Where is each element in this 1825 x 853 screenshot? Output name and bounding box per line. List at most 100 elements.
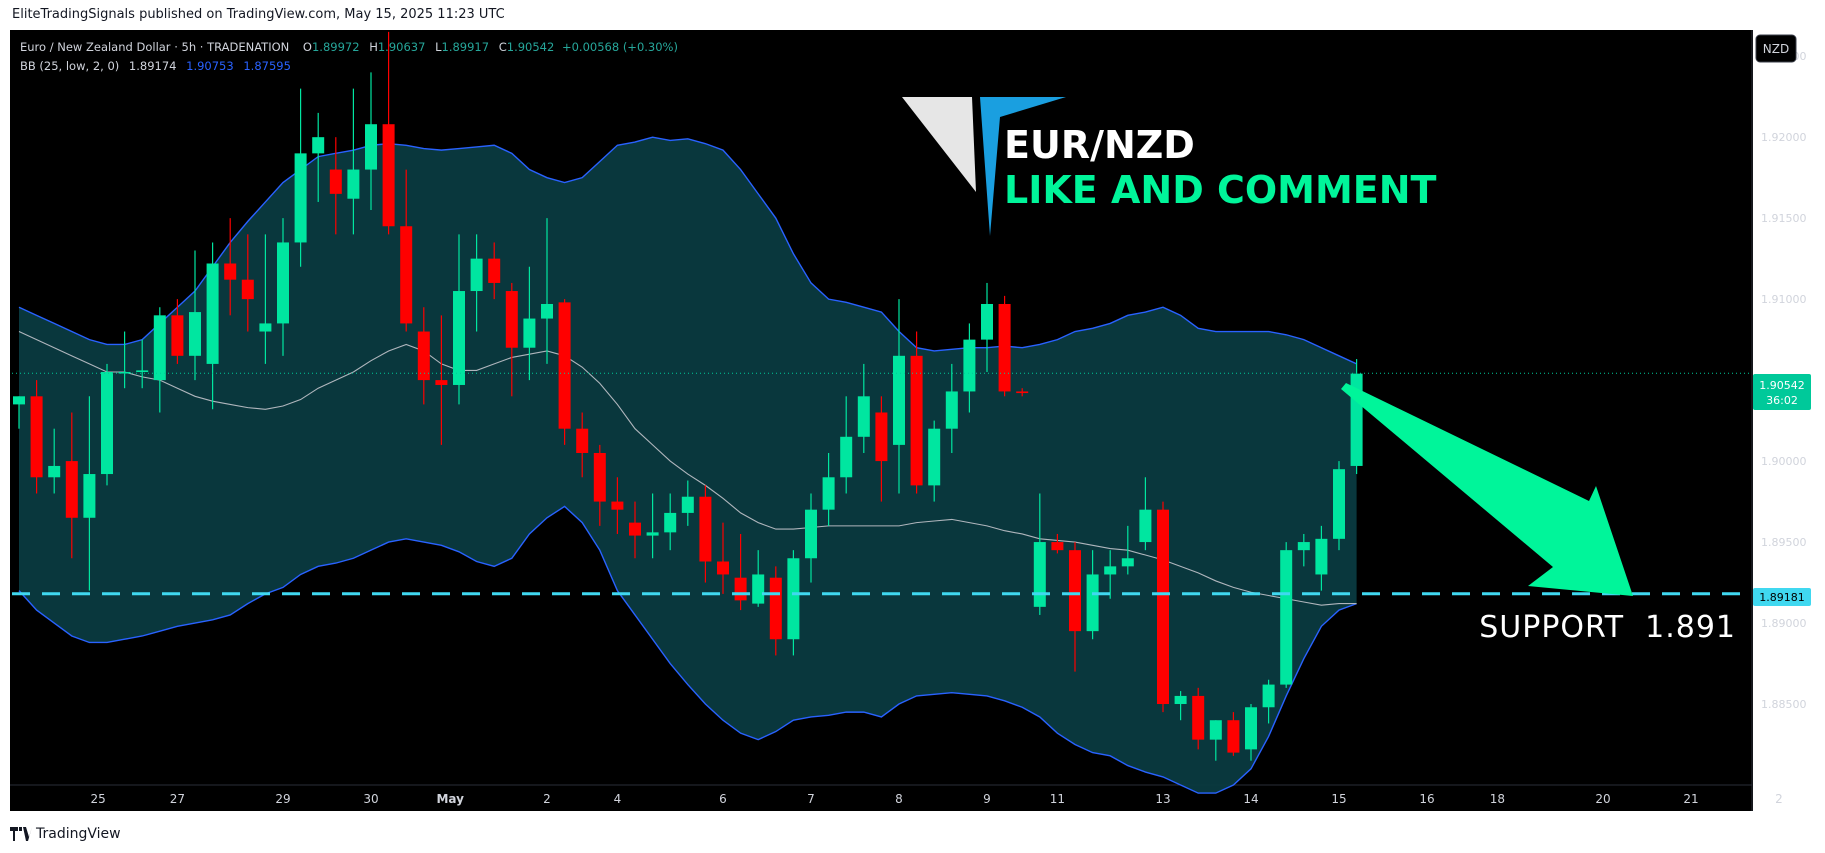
candle[interactable] [664,493,677,551]
candle[interactable] [998,295,1011,397]
candle[interactable] [699,485,712,583]
candle[interactable] [963,323,976,413]
candle[interactable] [101,363,113,486]
candle[interactable] [13,396,25,429]
candle[interactable] [717,522,729,594]
candles[interactable] [13,31,1363,761]
candle-body [312,137,325,154]
candle[interactable] [1262,679,1275,724]
candle-body [699,496,712,562]
candle[interactable] [822,452,835,526]
candle[interactable] [417,307,430,405]
candle[interactable] [1245,704,1257,761]
candle[interactable] [1192,687,1205,750]
candle[interactable] [382,31,395,235]
candle[interactable] [681,480,694,526]
candle[interactable] [1157,501,1169,713]
candle-body [576,428,589,453]
candle[interactable] [365,72,377,211]
candle[interactable] [945,363,958,453]
candle[interactable] [65,412,78,559]
candle[interactable] [488,242,501,300]
candle[interactable] [470,234,483,332]
candle[interactable] [241,234,254,332]
time-tick-label: 7 [807,792,815,806]
time-axis[interactable]: 25 27 29 30 May 2 4 6 7 8 9 11 13 14 15 16 18 20 21 2 [91,792,1783,806]
candle[interactable] [1139,477,1152,551]
candle[interactable] [224,218,237,316]
candle[interactable] [206,242,219,410]
candle[interactable] [189,250,201,381]
candle[interactable] [910,331,923,494]
candle[interactable] [505,282,518,397]
legend-l-label: L [435,40,442,54]
bollinger-band [19,137,1357,794]
candle[interactable] [1104,550,1117,599]
candle[interactable] [1051,533,1064,554]
currency-badge-box[interactable] [1755,34,1797,63]
candle[interactable] [1333,461,1345,551]
candle[interactable] [646,493,659,559]
candle[interactable] [48,428,61,494]
currency-badge[interactable]: NZD [1763,42,1789,56]
candle[interactable] [857,363,870,453]
down-arrow [1341,383,1633,596]
candle-body [453,291,465,385]
candle[interactable] [329,137,342,235]
candle-body [1192,695,1205,740]
candle[interactable] [1227,712,1240,756]
candle[interactable] [30,380,43,494]
candle[interactable] [752,550,765,607]
candle[interactable] [118,331,131,389]
legend-o-value: 1.89972 [312,40,360,54]
candle[interactable] [1016,388,1029,397]
candle[interactable] [153,307,166,413]
candle[interactable] [1315,525,1328,591]
candle[interactable] [1297,533,1310,567]
candle[interactable] [1280,542,1293,688]
candle-body [1051,542,1064,551]
candle[interactable] [400,169,413,332]
candle[interactable] [171,299,184,364]
candle[interactable] [277,218,289,356]
candle[interactable] [1350,359,1363,475]
candle[interactable] [541,218,553,364]
candle[interactable] [928,420,941,502]
candle[interactable] [787,550,800,656]
time-tick-label: 14 [1243,792,1258,806]
candle[interactable] [312,112,325,202]
candle[interactable] [1069,542,1081,672]
legend-bb-line: BB (25, low, 2, 0) 1.89174 1.90753 1.875… [20,59,291,73]
candle-body [910,355,923,486]
candle[interactable] [1209,720,1222,761]
legend-bb-basis: 1.89174 [129,59,177,73]
candle[interactable] [875,396,888,502]
candle[interactable] [453,234,465,405]
candle-body [48,465,61,478]
candle-body [558,302,571,429]
candle[interactable] [523,266,536,381]
bollinger-lower-line [18,505,1357,794]
candle[interactable] [435,315,448,445]
candle[interactable] [1121,525,1134,575]
candle[interactable] [629,501,641,559]
candle[interactable] [136,339,149,389]
candle[interactable] [840,396,853,494]
candle-body [523,318,536,348]
candle[interactable] [593,444,606,526]
candle[interactable] [558,299,571,445]
candle[interactable] [259,234,272,364]
candle[interactable] [347,88,360,235]
candle[interactable] [981,282,993,373]
candle[interactable] [611,477,624,534]
candle[interactable] [576,412,589,478]
candle[interactable] [83,396,96,591]
candle[interactable] [1174,691,1187,721]
candle[interactable] [805,493,817,583]
candle[interactable] [294,88,307,267]
candle[interactable] [893,299,905,494]
candle-body [593,452,606,502]
price-tick-label: 1.92000 [1761,131,1807,144]
tradingview-brand[interactable]: TradingView [10,826,121,842]
